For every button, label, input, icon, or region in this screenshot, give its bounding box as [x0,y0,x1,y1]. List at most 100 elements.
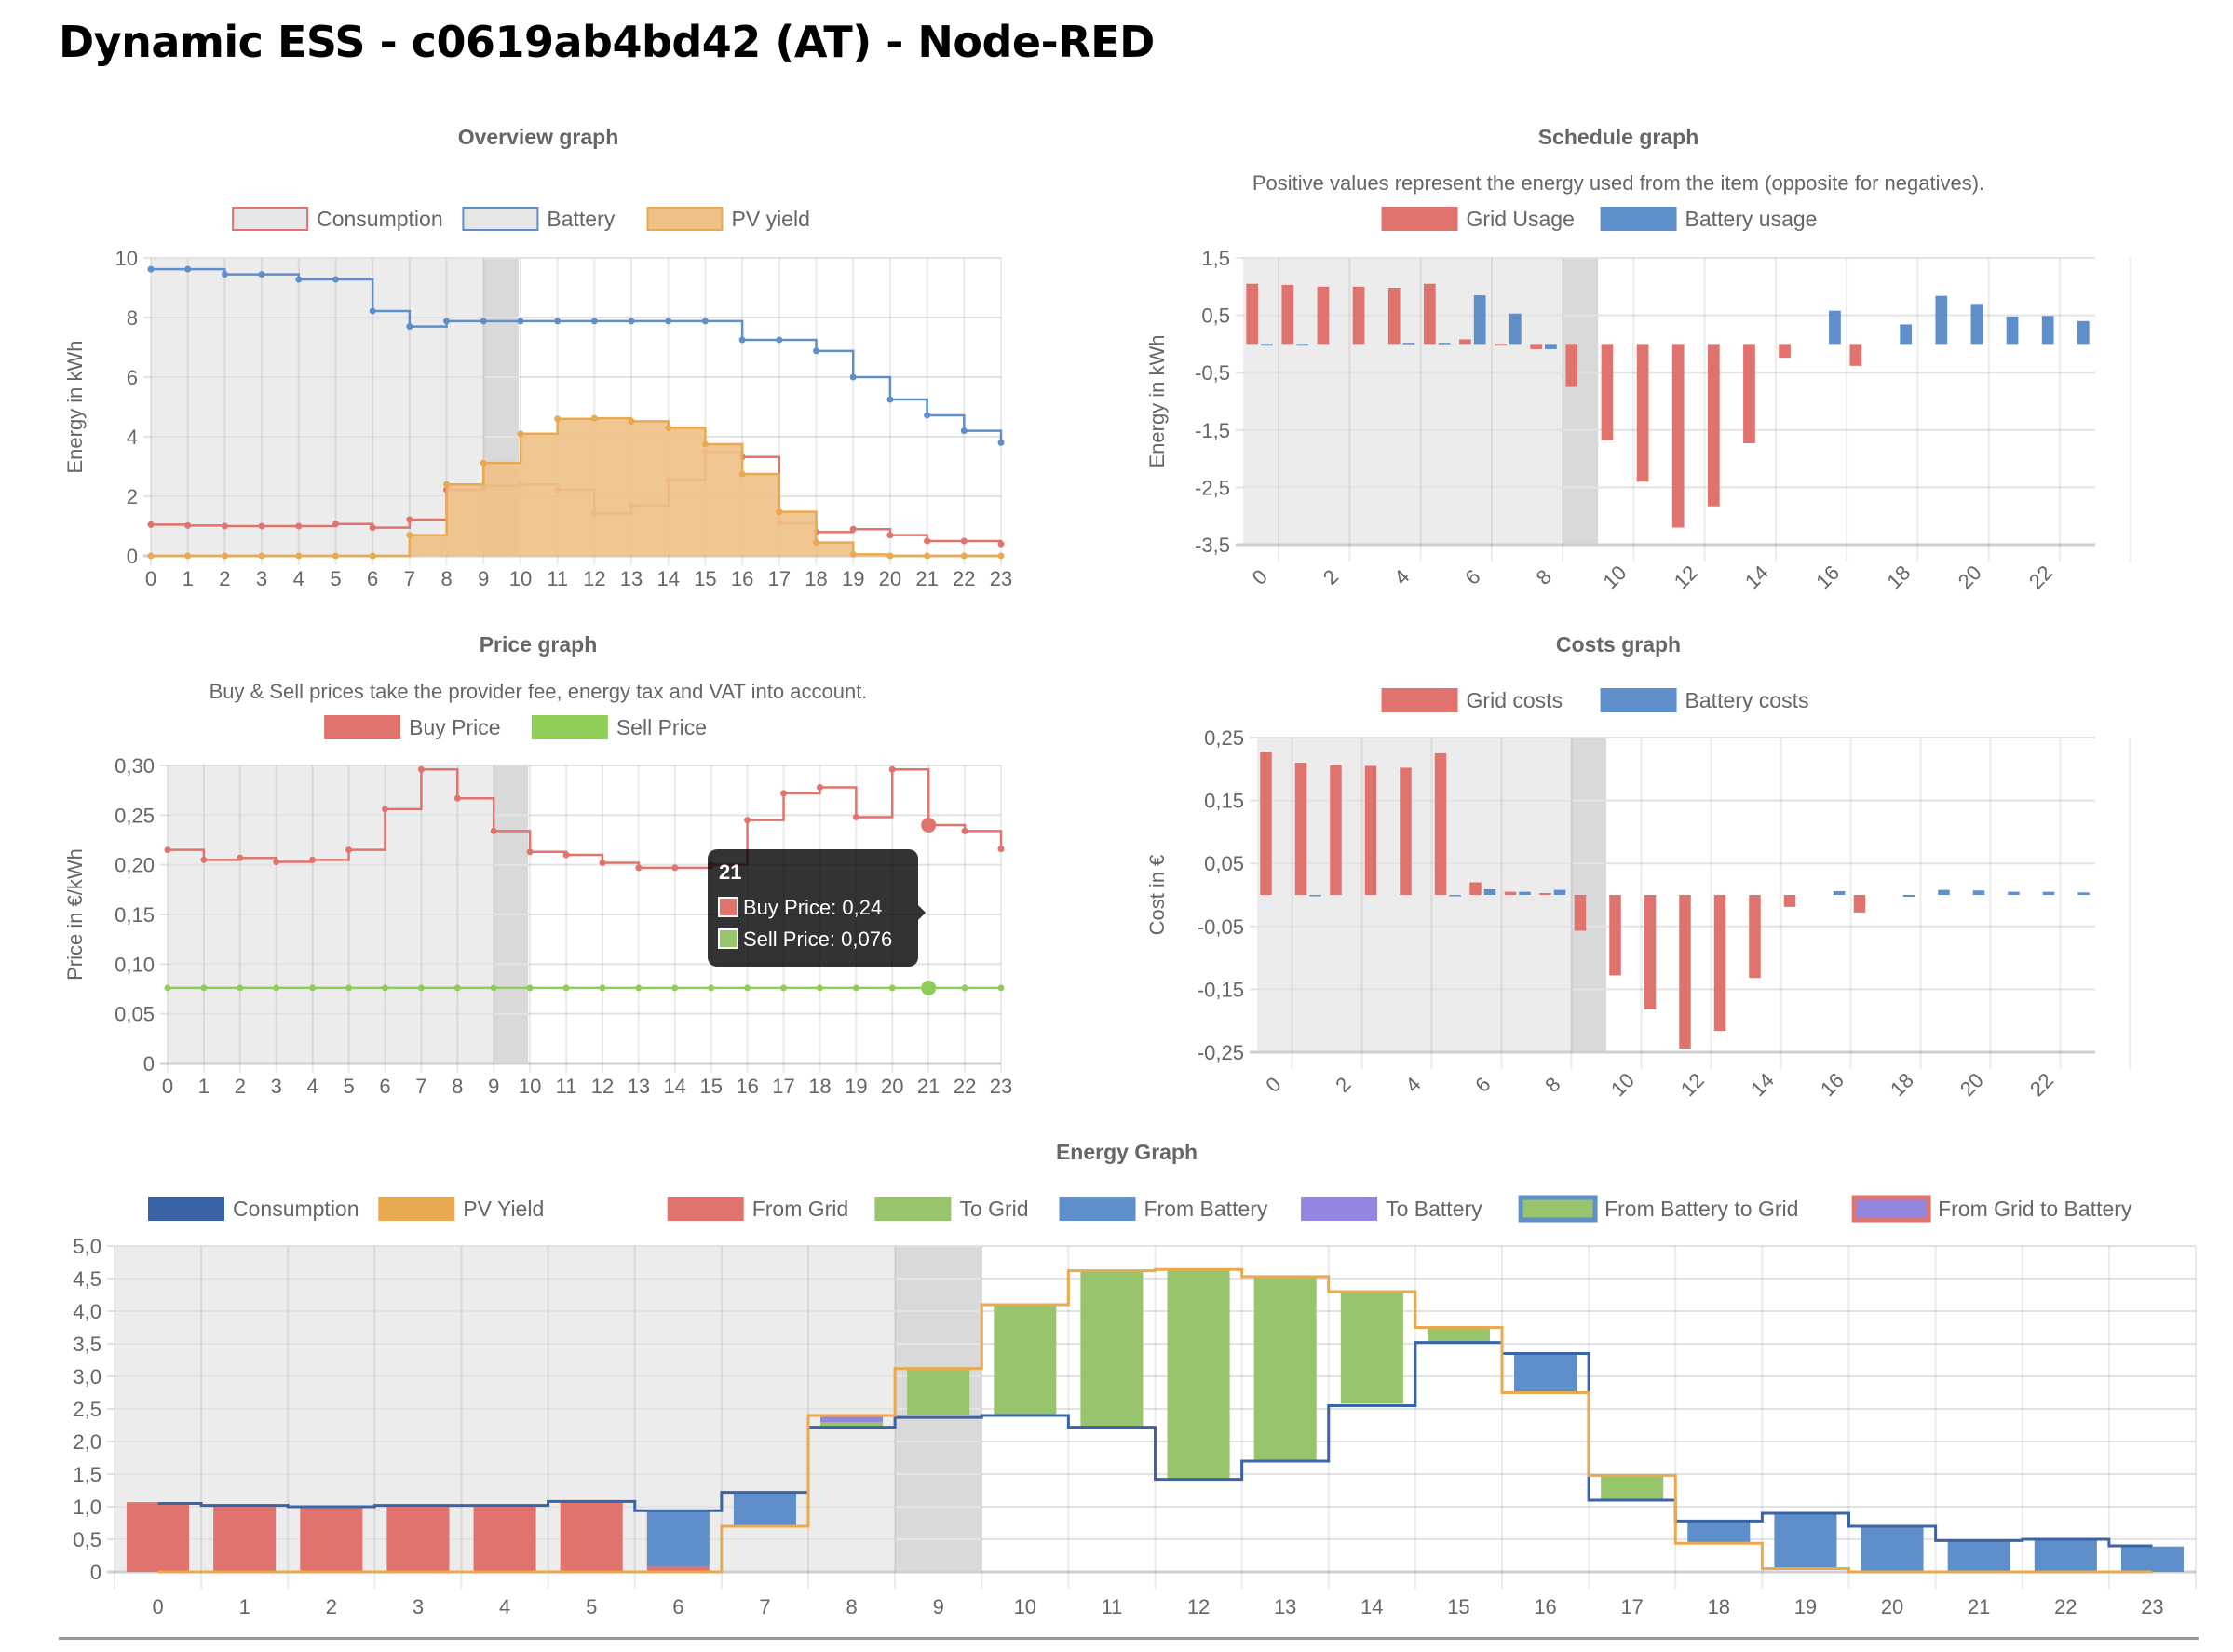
data-point[interactable] [184,265,192,273]
bar-grid-usage[interactable] [1849,344,1862,366]
data-point[interactable] [147,521,155,528]
data-point[interactable] [554,415,562,423]
bar-battery-usage[interactable] [1970,304,1983,345]
bar-grid-costs[interactable] [1294,763,1307,895]
data-point[interactable] [886,532,894,539]
bar-grid-usage[interactable] [1636,344,1649,482]
data-point[interactable] [453,984,461,992]
data-point[interactable] [237,854,244,861]
bar-battery-costs[interactable] [1553,889,1566,895]
data-point[interactable] [776,508,783,516]
bar-grid-usage[interactable] [1565,344,1578,387]
data-point[interactable] [961,984,968,992]
data-point[interactable] [369,552,376,560]
legend-item-pv-yield[interactable]: PV Yield [378,1197,544,1221]
data-point[interactable] [744,984,751,992]
data-point[interactable] [147,265,155,273]
bar-battery-usage[interactable] [1402,343,1415,345]
data-point[interactable] [480,459,487,467]
bar-grid-costs[interactable] [1679,895,1691,1049]
data-point[interactable] [888,765,896,773]
data-point[interactable] [960,427,968,435]
bar-grid-costs[interactable] [1434,752,1447,895]
bar-from-grid[interactable] [386,1505,450,1572]
data-point[interactable] [780,790,788,797]
bar-from-grid[interactable] [473,1507,536,1572]
bar-battery-costs[interactable] [1902,895,1915,898]
data-point[interactable] [921,980,937,995]
data-point[interactable] [852,813,859,820]
bar-grid-usage[interactable] [1743,344,1755,443]
bar-grid-costs[interactable] [1400,767,1412,895]
data-point[interactable] [369,307,376,315]
bar-to-grid[interactable] [1080,1270,1144,1428]
data-point[interactable] [780,984,788,992]
bar-to-grid[interactable] [1340,1292,1403,1404]
bar-battery-usage[interactable] [1900,324,1913,345]
legend-item-pv-yield[interactable]: PV yield [646,207,810,231]
bar-grid-costs[interactable] [1539,892,1551,895]
data-point[interactable] [921,818,937,833]
bar-from-battery[interactable] [2120,1546,2184,1572]
data-point[interactable] [453,794,461,802]
data-point[interactable] [960,552,968,560]
bar-battery-costs[interactable] [2008,891,2020,895]
bar-from-battery[interactable] [1947,1540,2010,1572]
bar-from-battery[interactable] [1687,1521,1751,1543]
bar-battery-usage[interactable] [1935,295,1948,345]
data-point[interactable] [961,827,968,834]
data-point[interactable] [997,984,1005,992]
data-point[interactable] [960,537,968,545]
bar-from-battery[interactable] [2034,1539,2097,1572]
bar-battery-costs[interactable] [1519,891,1531,895]
bar-grid-usage[interactable] [1779,344,1791,359]
data-point[interactable] [701,440,709,448]
data-point[interactable] [628,318,635,325]
data-point[interactable] [665,424,672,431]
bar-battery-usage[interactable] [1261,344,1273,346]
legend-item-from-grid[interactable]: From Grid [667,1197,849,1221]
legend-item-consumption[interactable]: Consumption [148,1197,359,1221]
data-point[interactable] [309,984,317,992]
data-point[interactable] [671,984,679,992]
bar-from-battery[interactable] [646,1510,710,1567]
bar-from-grid[interactable] [560,1502,623,1572]
data-point[interactable] [273,984,280,992]
data-point[interactable] [776,336,783,344]
data-point[interactable] [813,539,820,547]
bar-grid-usage[interactable] [1707,344,1720,507]
data-point[interactable] [417,765,425,773]
data-point[interactable] [708,984,715,992]
bar-battery-costs[interactable] [1972,890,1985,895]
bar-to-battery[interactable] [820,1416,884,1422]
bar-to-grid[interactable] [1427,1326,1490,1342]
data-point[interactable] [273,858,280,865]
legend-item-to-grid[interactable]: To Grid [874,1197,1029,1221]
bar-from-battery[interactable] [1514,1353,1577,1393]
data-point[interactable] [590,414,598,422]
data-point[interactable] [924,537,931,545]
data-point[interactable] [295,276,303,283]
bar-grid-costs[interactable] [1713,895,1726,1032]
data-point[interactable] [184,552,192,560]
bar-grid-costs[interactable] [1574,895,1587,931]
bar-to-grid[interactable] [820,1422,884,1428]
bar-grid-costs[interactable] [1469,882,1482,895]
bar-grid-costs[interactable] [1853,895,1866,913]
bar-grid-usage[interactable] [1495,344,1507,346]
data-point[interactable] [443,481,451,488]
data-point[interactable] [237,984,244,992]
data-point[interactable] [590,318,598,325]
bar-grid-costs[interactable] [1504,891,1517,895]
bar-grid-costs[interactable] [1749,895,1761,979]
data-point[interactable] [332,521,339,528]
legend-item-battery-usage[interactable]: Battery usage [1600,207,1818,231]
bar-battery-costs[interactable] [1938,889,1950,895]
data-point[interactable] [332,276,339,283]
bar-battery-usage[interactable] [2041,316,2054,345]
data-point[interactable] [997,540,1005,548]
data-point[interactable] [888,984,896,992]
data-point[interactable] [221,522,228,530]
data-point[interactable] [628,417,635,425]
legend-item-grid-costs[interactable]: Grid costs [1381,688,1563,712]
